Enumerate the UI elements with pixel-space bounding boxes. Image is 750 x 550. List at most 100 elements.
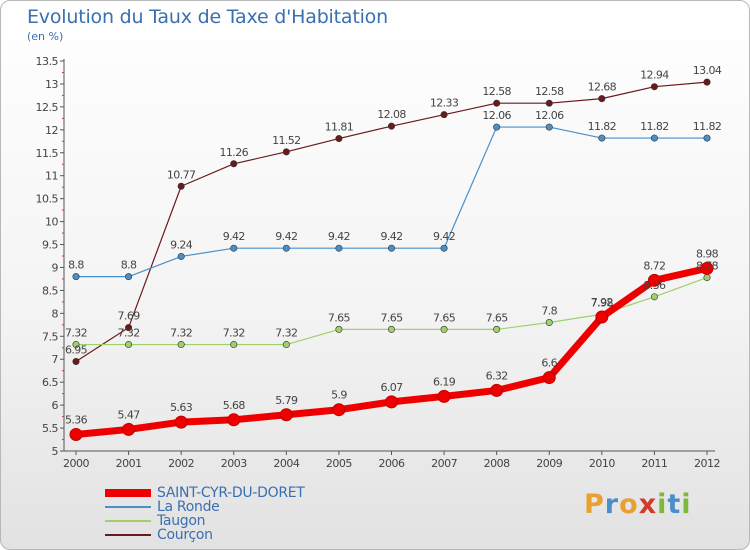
x-tick-label: 2002 (168, 457, 194, 470)
data-label: 12.68 (588, 81, 617, 94)
legend-label: Taugon (157, 513, 206, 529)
y-tick-label: 10 (45, 216, 58, 229)
y-tick-label: 12 (45, 124, 58, 137)
legend-item: La Ronde (105, 500, 305, 514)
logo-letter: i (681, 489, 692, 520)
data-point (230, 244, 238, 252)
data-point (125, 273, 133, 281)
data-point (335, 135, 343, 143)
data-point (650, 83, 658, 91)
data-point (545, 123, 553, 131)
data-label: 7.32 (65, 327, 87, 340)
data-point (385, 395, 398, 409)
y-tick-label: 12.5 (36, 101, 59, 114)
data-point (700, 261, 714, 275)
legend-item: SAINT-CYR-DU-DORET (105, 486, 305, 500)
data-label: 6.07 (380, 381, 403, 394)
data-point (387, 122, 395, 130)
data-label: 9.42 (328, 230, 350, 243)
data-label: 7.32 (118, 327, 140, 340)
data-point (72, 273, 80, 281)
data-point (595, 310, 609, 324)
data-label: 11.81 (325, 121, 354, 134)
data-label: 12.06 (482, 109, 511, 122)
x-tick-label: 2008 (484, 457, 510, 470)
data-label: 5.79 (275, 394, 298, 407)
y-tick-label: 13.5 (36, 55, 59, 68)
data-label: 6.95 (65, 344, 88, 357)
data-point (125, 324, 133, 332)
data-point (650, 293, 658, 301)
data-label: 8.98 (696, 247, 719, 260)
data-point (493, 123, 501, 131)
y-tick-label: 5.5 (42, 422, 58, 435)
data-label: 7.65 (380, 311, 403, 324)
data-point (490, 383, 504, 397)
data-point (598, 134, 606, 142)
data-label: 6.6 (541, 357, 557, 370)
data-label: 7.32 (170, 327, 192, 340)
data-label: 6.32 (486, 369, 508, 382)
data-label: 12.58 (535, 85, 564, 98)
data-point (72, 341, 80, 349)
data-label: 9.24 (170, 238, 193, 251)
data-label: 7.32 (275, 327, 297, 340)
data-point (122, 422, 136, 436)
x-tick-label: 2005 (326, 457, 352, 470)
series-lines (69, 78, 714, 441)
y-tick-label: 6.5 (42, 376, 58, 389)
data-point (542, 371, 556, 385)
data-point (279, 408, 293, 422)
legend-label: La Ronde (157, 499, 220, 515)
data-label: 5.68 (223, 399, 246, 412)
legend-item: Courçon (105, 528, 305, 542)
data-label: 9.42 (223, 230, 245, 243)
data-point (545, 319, 553, 327)
y-tick-label: 5 (52, 445, 59, 458)
data-point (440, 111, 448, 119)
x-tick-label: 2009 (536, 457, 562, 470)
data-point (282, 148, 290, 156)
data-label: 7.8 (541, 305, 557, 318)
data-label: 8.8 (68, 259, 84, 272)
logo-letter: x (638, 489, 658, 520)
legend-swatch (105, 489, 151, 497)
data-point (387, 325, 395, 333)
data-point (545, 99, 553, 107)
data-label: 10.77 (167, 168, 196, 181)
legend-swatch (105, 506, 151, 508)
data-point (332, 403, 346, 417)
data-label: 5.63 (170, 401, 193, 414)
data-point (493, 99, 501, 107)
data-label: 5.47 (118, 408, 141, 421)
x-tick-label: 2004 (273, 457, 299, 470)
data-label: 12.94 (640, 69, 669, 82)
data-label: 8.78 (696, 260, 719, 273)
data-label: 5.36 (65, 413, 88, 426)
data-point (703, 78, 711, 86)
data-label: 12.58 (482, 85, 511, 98)
data-label: 9.42 (275, 230, 297, 243)
data-label: 8.72 (643, 259, 665, 272)
x-tick-label: 2012 (694, 457, 720, 470)
x-tick-label: 2007 (431, 457, 457, 470)
legend-swatch (105, 534, 151, 536)
data-point (647, 273, 661, 287)
data-label: 11.26 (220, 146, 249, 159)
data-label: 13.04 (693, 64, 722, 77)
data-point (703, 134, 711, 142)
legend-swatch (105, 520, 151, 522)
x-tick-label: 2011 (641, 457, 667, 470)
data-label: 7.69 (118, 310, 141, 323)
data-point (387, 244, 395, 252)
data-label: 5.9 (331, 389, 347, 402)
data-point (227, 413, 241, 427)
data-label: 7.65 (433, 311, 456, 324)
y-tick-label: 7.5 (42, 330, 58, 343)
data-point (335, 244, 343, 252)
data-label: 11.82 (640, 120, 669, 133)
data-label: 11.82 (588, 120, 617, 133)
data-point (440, 244, 448, 252)
